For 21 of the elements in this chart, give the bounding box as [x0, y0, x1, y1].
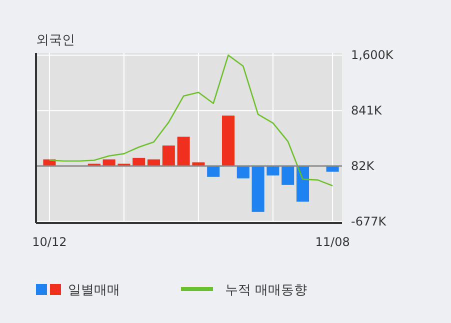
- bar: [326, 166, 339, 172]
- legend-label: 일별매매: [68, 283, 120, 298]
- y2-tick-label: -677K: [351, 214, 388, 228]
- bar: [162, 146, 175, 166]
- bar: [177, 136, 190, 166]
- x-tick-label: 10/12: [32, 235, 67, 249]
- y2-tick-label: 841K: [351, 104, 383, 118]
- line-series: [48, 54, 334, 186]
- bar: [252, 166, 264, 212]
- legend-label: 누적 매매동향: [225, 283, 308, 298]
- chart-title: 외국인: [36, 33, 75, 48]
- bar: [236, 166, 250, 178]
- bar: [207, 166, 220, 177]
- legend-일별매매: 일별매매: [36, 283, 120, 298]
- y2-tick-label: 82K: [351, 158, 376, 173]
- x-tick-label: 11/08: [315, 235, 350, 249]
- bar: [296, 166, 310, 202]
- bar: [282, 166, 294, 185]
- bar: [266, 166, 280, 176]
- bar: [222, 116, 235, 166]
- y2-tick-label: 1,600K: [351, 48, 394, 62]
